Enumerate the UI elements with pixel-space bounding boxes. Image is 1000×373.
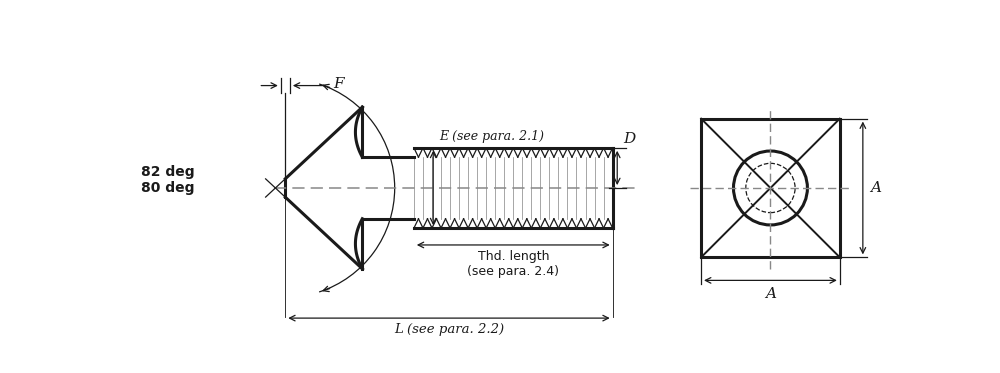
Text: D: D <box>623 132 636 145</box>
Text: A: A <box>871 181 882 195</box>
Text: E (see para. 2.1): E (see para. 2.1) <box>439 130 544 143</box>
Text: L (see para. 2.2): L (see para. 2.2) <box>394 323 504 336</box>
Text: A: A <box>765 286 776 301</box>
Text: Thd. length
(see para. 2.4): Thd. length (see para. 2.4) <box>467 250 559 278</box>
Text: 82 deg
80 deg: 82 deg 80 deg <box>141 165 195 195</box>
Circle shape <box>733 151 807 225</box>
Text: F: F <box>333 77 344 91</box>
